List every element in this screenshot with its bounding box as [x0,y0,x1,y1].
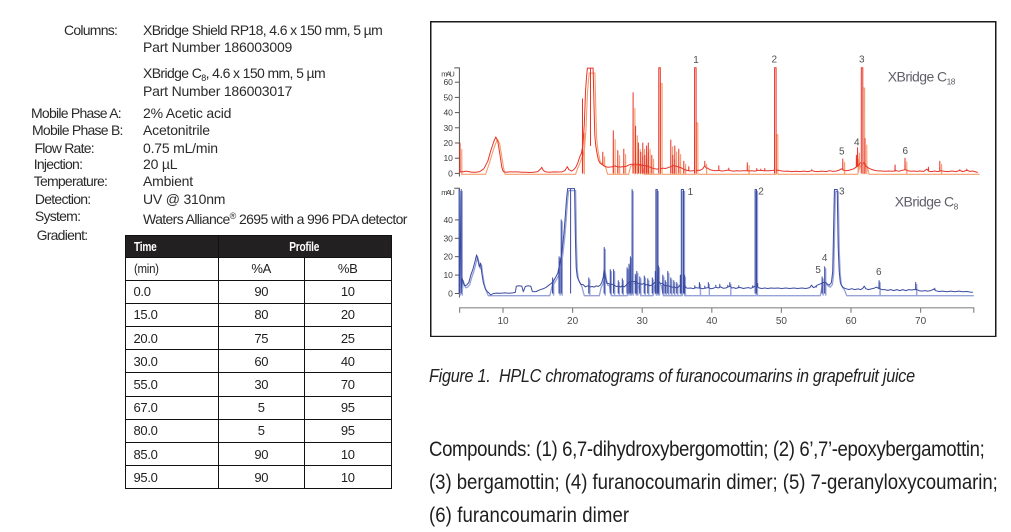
svg-text:XBridge C18: XBridge C18 [888,68,956,86]
svg-text:40: 40 [706,316,718,327]
svg-text:30: 30 [444,123,454,133]
svg-text:60: 60 [444,77,454,87]
svg-text:3: 3 [859,54,865,65]
svg-text:10: 10 [444,270,454,280]
svg-text:60: 60 [846,316,858,327]
svg-text:20: 20 [444,138,454,148]
svg-text:mAU: mAU [441,69,454,78]
svg-text:0: 0 [448,288,453,298]
svg-text:1: 1 [688,187,694,198]
svg-text:50: 50 [444,92,454,102]
svg-text:5: 5 [839,146,845,157]
svg-text:30: 30 [444,233,454,243]
svg-text:3: 3 [839,186,845,197]
svg-text:4: 4 [854,137,860,148]
svg-text:0: 0 [448,168,453,178]
svg-text:30: 30 [637,316,649,327]
svg-text:2: 2 [772,55,778,66]
svg-text:40: 40 [444,215,454,225]
svg-text:mAU: mAU [441,188,454,197]
svg-text:70: 70 [915,316,927,327]
svg-text:XBridge C8: XBridge C8 [895,193,959,211]
svg-text:20: 20 [567,316,579,327]
svg-text:2: 2 [758,186,764,197]
svg-text:40: 40 [444,108,454,118]
svg-text:10: 10 [498,316,510,327]
svg-text:6: 6 [876,267,882,278]
svg-text:6: 6 [903,146,909,157]
svg-text:1: 1 [693,55,699,66]
svg-text:50: 50 [776,316,788,327]
svg-text:20: 20 [444,252,454,262]
svg-text:10: 10 [444,153,454,163]
svg-text:5: 5 [816,265,822,276]
svg-text:4: 4 [822,253,828,264]
